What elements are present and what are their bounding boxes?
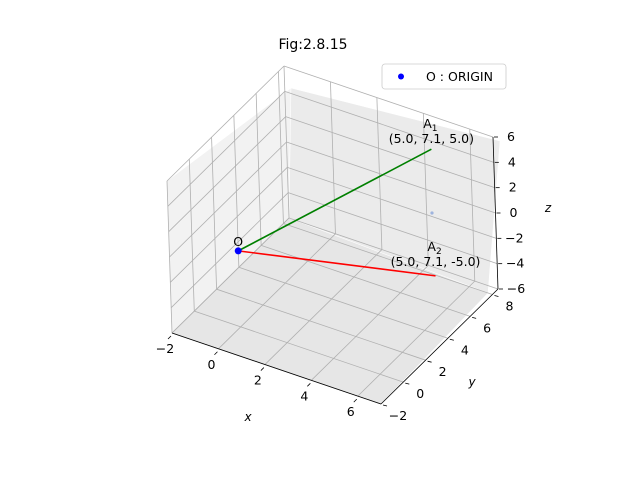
x-tick-2 [260,367,265,371]
x-tick-4 [353,398,358,403]
segment-A1 [237,148,432,252]
y-tick-1 [405,382,410,385]
y-tick-label-1: 0 [416,386,424,401]
legend-marker-origin [398,73,404,80]
x-axis-label: x [243,410,252,424]
x-tick-1 [214,351,218,356]
grid-z-left-4 [168,116,286,232]
grid-z-left-3 [169,141,287,258]
origin-marker [234,247,242,255]
z-tick-label-4: 2 [509,180,517,195]
grid-z-left-6 [166,65,285,182]
z-axis-label: z [544,201,552,215]
x-tick-label-1: 0 [207,357,215,372]
y-axis-label: y [467,375,476,389]
z-tick-label-0: −6 [507,281,525,296]
legend-label-origin: O : ORIGIN [426,69,493,84]
x-tick-3 [307,383,311,387]
z-tick-label-1: −4 [506,256,524,271]
grid-z-right-0 [288,217,499,290]
grid-x-floor-3 [311,265,429,381]
origin-label: O [233,234,243,249]
grid-z-right-4 [285,116,495,189]
chart-title: Fig:2.8.15 [278,37,347,53]
y-tick-label-0: −2 [389,408,407,423]
grid-y-floor-5 [283,223,493,295]
y-axis-line [380,288,499,405]
y-tick-5 [494,295,499,297]
grid-x-floor-1 [218,233,336,350]
grid-z-left-0 [171,217,290,334]
z-tick-label-2: −2 [505,230,523,245]
y-tick-label-5: 8 [505,298,513,313]
x-tick-label-2: 2 [254,373,262,388]
z-tick-label-6: 6 [507,129,515,144]
faint-point [430,211,434,215]
y-tick-label-4: 6 [483,320,491,335]
y-tick-label-3: 4 [461,342,469,357]
x-tick-0 [167,335,172,340]
segment-A2 [238,250,436,277]
x-tick-label-4: 6 [347,404,355,419]
grid-z-right-1 [288,192,498,265]
grid-z-left-2 [170,167,288,283]
grid-z-left-1 [170,192,289,308]
z-axis-line [492,136,499,290]
z-tick-label-3: 0 [510,205,518,220]
x-axis-line [171,332,382,405]
data-layer: A1(5.0, 7.1, 5.0)A2(5.0, 7.1, -5.0)O [233,116,481,277]
grid-x-floor-4 [357,280,476,397]
grid-z-right-3 [286,141,496,214]
y-tick-4 [472,316,477,319]
grid-z-right-2 [287,166,497,239]
legend-frame [381,63,507,90]
grid-y-floor-2 [216,288,426,361]
y-tick-0 [382,404,388,407]
y-tick-2 [427,360,432,363]
z-tick-label-5: 4 [508,154,516,169]
grid-y-floor-1 [194,310,404,383]
y-tick-3 [449,338,454,341]
grid-z-right-5 [284,90,494,163]
grid-y-floor-3 [238,266,448,339]
legend: O : ORIGIN [381,63,507,90]
grid-x-floor-2 [264,249,383,365]
grid-y-floor-4 [261,245,471,317]
grid-z-right-6 [283,65,494,138]
segment-coord-label-A1: (5.0, 7.1, 5.0) [389,131,474,146]
x-tick-label-3: 4 [300,388,308,403]
segment-coord-label-A2: (5.0, 7.1, -5.0) [391,254,481,269]
x-tick-label-0: −2 [156,341,174,356]
grid-z-left-5 [167,91,286,207]
y-tick-label-2: 2 [439,364,447,379]
pane-backgrounds [166,87,501,405]
